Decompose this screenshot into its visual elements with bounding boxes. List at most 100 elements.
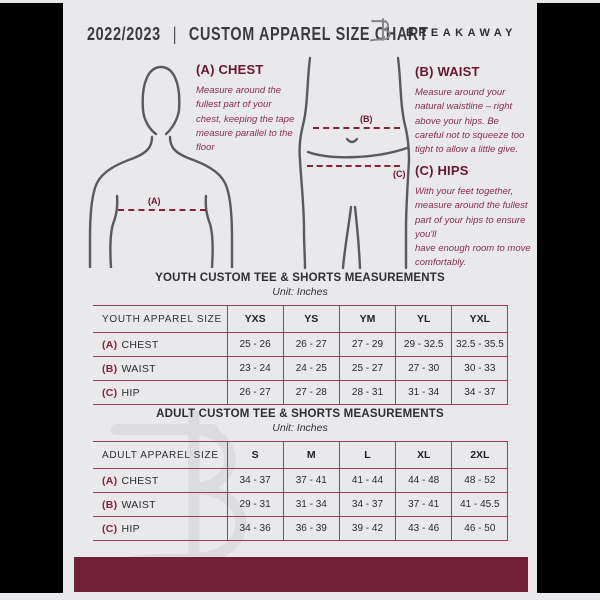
table-cell: 37 - 41	[282, 468, 340, 493]
table-cell: 41 - 44	[338, 468, 397, 493]
row-label: (B) WAIST	[93, 492, 227, 517]
adult-column-header: M	[282, 441, 340, 469]
hips-marker-label: (C)	[393, 169, 406, 179]
table-cell: 25 - 27	[338, 356, 397, 381]
row-label: (A) CHEST	[93, 468, 227, 493]
adult-column-header: XL	[395, 441, 453, 469]
page-content: 2022/2023 | CUSTOM APPAREL SIZE CHART BR…	[63, 0, 537, 600]
table-cell: 39 - 42	[338, 516, 397, 541]
youth-waist-row: (B) WAIST 23 - 24 24 - 25 25 - 27 27 - 30…	[93, 356, 509, 381]
table-cell: 44 - 48	[395, 468, 453, 493]
youth-hip-row: (C) HIP 26 - 27 27 - 28 28 - 31 31 - 34 3…	[93, 380, 509, 405]
adult-column-header: L	[338, 441, 397, 469]
upper-body-figure	[83, 58, 243, 273]
lower-body-figure	[295, 55, 415, 275]
table-cell: 27 - 29	[338, 332, 397, 357]
table-cell: 26 - 27	[226, 380, 284, 405]
table-cell: 24 - 25	[282, 356, 340, 381]
adult-table-unit: Unit: Inches	[272, 422, 328, 434]
table-cell: 29 - 31	[226, 492, 284, 517]
table-cell: 29 - 32.5	[395, 332, 453, 357]
table-cell: 25 - 26	[226, 332, 284, 357]
title-text: CUSTOM APPAREL SIZE CHART	[188, 24, 429, 44]
adult-column-header: 2XL	[451, 441, 509, 469]
youth-table-title: YOUTH CUSTOM TEE & SHORTS MEASUREMENTS	[155, 272, 445, 284]
waist-description: Measure around your natural waistline – …	[415, 87, 525, 155]
table-cell: 23 - 24	[226, 356, 284, 381]
table-cell: 37 - 41	[395, 492, 453, 517]
adult-size-header-cell: ADULT APPAREL SIZE	[93, 441, 227, 469]
table-cell: 31 - 34	[282, 492, 340, 517]
youth-chest-row: (A) CHEST 25 - 26 26 - 27 27 - 29 29 - 32…	[93, 332, 509, 357]
table-cell: 41 - 45.5	[451, 492, 509, 517]
row-label-text: CHEST	[121, 474, 159, 487]
table-cell: 27 - 30	[395, 356, 453, 381]
table-cell: 43 - 46	[395, 516, 453, 541]
youth-table-header-row: YOUTH APPAREL SIZE YXS YS YM YL YXL	[93, 305, 509, 333]
table-cell: 34 - 36	[226, 516, 284, 541]
chest-measure-line	[118, 209, 206, 211]
row-label-text: WAIST	[121, 498, 156, 511]
hips-heading: (C) HIPS	[415, 163, 469, 178]
row-label-prefix: (B)	[102, 362, 118, 375]
adult-table-title: ADULT CUSTOM TEE & SHORTS MEASUREMENTS	[156, 408, 444, 420]
chest-heading: (A) CHEST	[196, 62, 264, 77]
footer-accent-bar	[74, 557, 528, 592]
row-label-text: HIP	[121, 386, 140, 399]
table-cell: 32.5 - 35.5	[451, 332, 509, 357]
row-label: (C) HIP	[93, 380, 227, 405]
adult-chest-row: (A) CHEST 34 - 37 37 - 41 41 - 44 44 - 48…	[93, 468, 509, 493]
waist-marker-label: (B)	[360, 114, 373, 124]
row-label-prefix: (A)	[102, 338, 118, 351]
row-label-text: HIP	[121, 522, 140, 535]
adult-column-header: S	[226, 441, 284, 469]
adult-hip-row: (C) HIP 34 - 36 36 - 39 39 - 42 43 - 46 4…	[93, 516, 509, 541]
youth-size-header-cell: YOUTH APPAREL SIZE	[93, 305, 227, 333]
table-cell: 34 - 37	[451, 380, 509, 405]
table-cell: 30 - 33	[451, 356, 509, 381]
row-label-text: WAIST	[121, 362, 156, 375]
brand-name: BREAKAWAY	[406, 27, 517, 39]
row-label-prefix: (C)	[102, 522, 118, 535]
chest-description: Measure around the fullest part of your …	[196, 85, 295, 153]
brand-lockup: BREAKAWAY	[370, 17, 517, 49]
table-cell: 31 - 34	[395, 380, 453, 405]
table-cell: 34 - 37	[226, 468, 284, 493]
title-year: 2022/2023	[87, 24, 161, 44]
hips-description: With your feet together, measure around …	[415, 186, 531, 269]
right-black-band	[537, 3, 600, 593]
table-cell: 36 - 39	[282, 516, 340, 541]
table-cell: 28 - 31	[338, 380, 397, 405]
youth-size-table: YOUTH APPAREL SIZE YXS YS YM YL YXL (A) C…	[93, 305, 509, 405]
adult-table-header-row: ADULT APPAREL SIZE S M L XL 2XL	[93, 441, 509, 469]
breakaway-b-logo-icon	[370, 17, 397, 49]
table-cell: 26 - 27	[282, 332, 340, 357]
youth-column-header: YM	[338, 305, 397, 333]
youth-table-unit: Unit: Inches	[272, 286, 328, 298]
table-cell: 34 - 37	[338, 492, 397, 517]
title-divider: |	[172, 24, 178, 44]
row-label: (C) HIP	[93, 516, 227, 541]
hips-measure-line	[307, 165, 400, 167]
table-cell: 27 - 28	[282, 380, 340, 405]
waist-measure-line	[313, 127, 400, 129]
youth-column-header: YXS	[226, 305, 284, 333]
row-label-prefix: (B)	[102, 498, 118, 511]
row-label: (B) WAIST	[93, 356, 227, 381]
row-label-prefix: (C)	[102, 386, 118, 399]
waist-heading: (B) WAIST	[415, 64, 480, 79]
page-title: 2022/2023 | CUSTOM APPAREL SIZE CHART	[87, 24, 428, 45]
youth-column-header: YXL	[451, 305, 509, 333]
adult-size-table: ADULT APPAREL SIZE S M L XL 2XL (A) CHEST…	[93, 441, 509, 541]
youth-column-header: YL	[395, 305, 453, 333]
adult-waist-row: (B) WAIST 29 - 31 31 - 34 34 - 37 37 - 41…	[93, 492, 509, 517]
left-black-band	[0, 3, 63, 593]
table-cell: 46 - 50	[451, 516, 509, 541]
row-label-text: CHEST	[121, 338, 159, 351]
row-label: (A) CHEST	[93, 332, 227, 357]
row-label-prefix: (A)	[102, 474, 118, 487]
chest-marker-label: (A)	[148, 196, 161, 206]
youth-column-header: YS	[282, 305, 340, 333]
table-cell: 48 - 52	[451, 468, 509, 493]
